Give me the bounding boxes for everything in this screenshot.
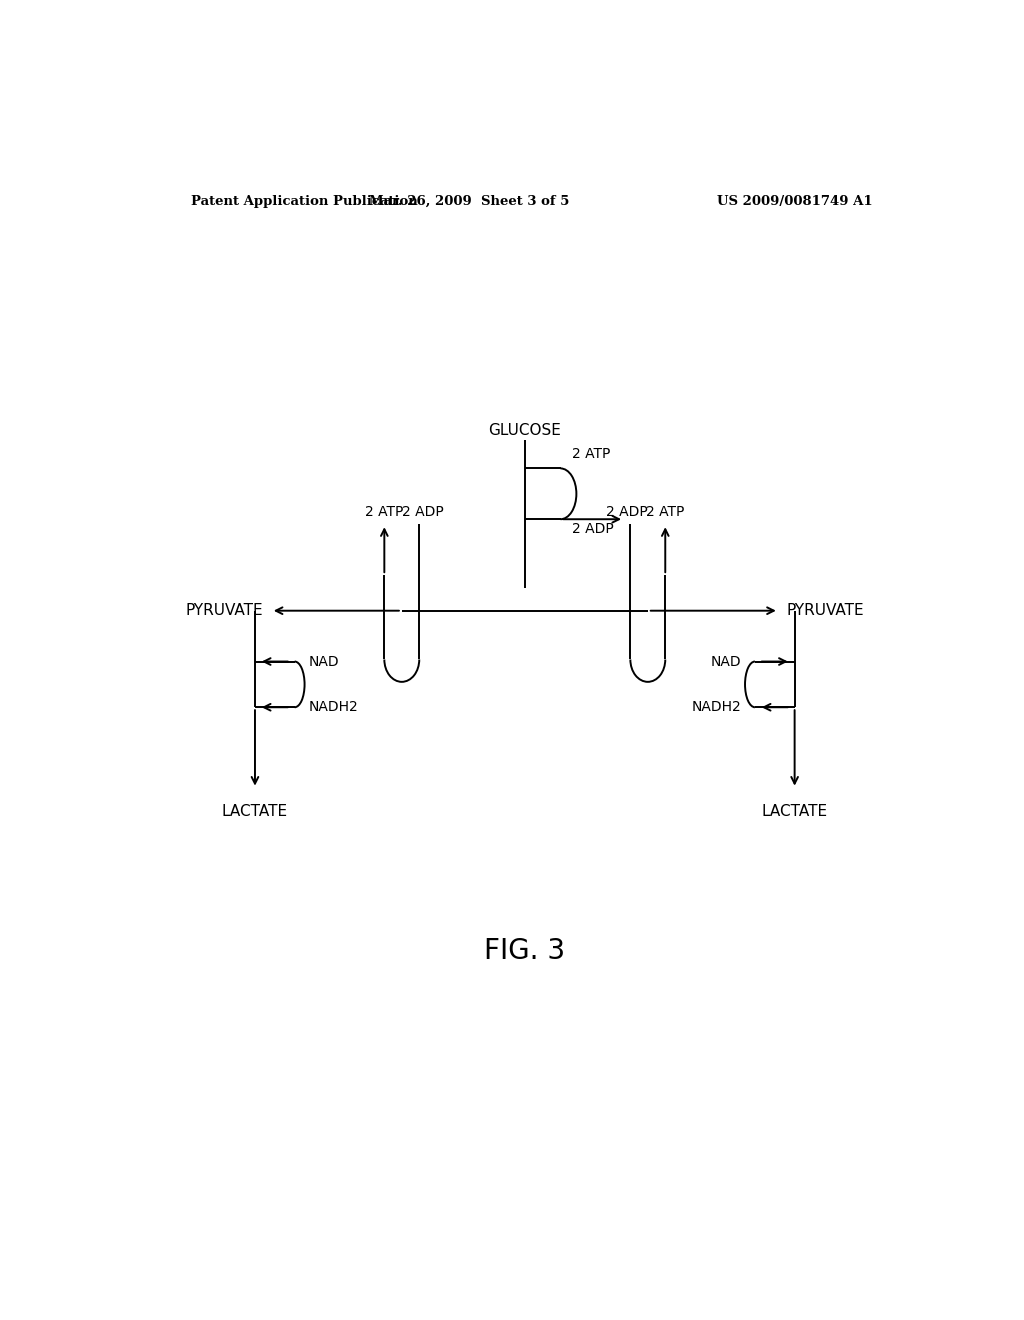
Text: 2 ATP: 2 ATP (366, 506, 403, 519)
Text: 2 ATP: 2 ATP (572, 447, 610, 461)
Text: PYRUVATE: PYRUVATE (185, 603, 263, 618)
Text: LACTATE: LACTATE (222, 804, 288, 818)
Text: 2 ATP: 2 ATP (646, 506, 684, 519)
Text: PYRUVATE: PYRUVATE (786, 603, 864, 618)
Text: NADH2: NADH2 (691, 700, 741, 714)
Text: LACTATE: LACTATE (762, 804, 827, 818)
Text: 2 ADP: 2 ADP (605, 506, 647, 519)
Text: NAD: NAD (711, 655, 741, 668)
Text: NADH2: NADH2 (308, 700, 358, 714)
Text: Patent Application Publication: Patent Application Publication (191, 194, 418, 207)
Text: Mar. 26, 2009  Sheet 3 of 5: Mar. 26, 2009 Sheet 3 of 5 (369, 194, 569, 207)
Text: FIG. 3: FIG. 3 (484, 937, 565, 965)
Text: 2 ADP: 2 ADP (572, 523, 614, 536)
Text: GLUCOSE: GLUCOSE (488, 422, 561, 438)
Text: 2 ADP: 2 ADP (402, 506, 444, 519)
Text: NAD: NAD (308, 655, 339, 668)
Text: US 2009/0081749 A1: US 2009/0081749 A1 (717, 194, 872, 207)
